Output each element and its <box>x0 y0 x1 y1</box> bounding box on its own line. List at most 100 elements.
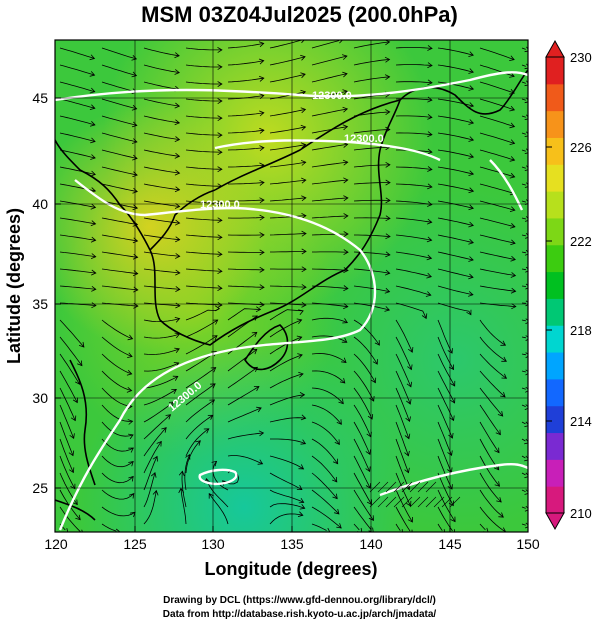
streamline-arrowhead <box>258 75 265 82</box>
streamline-arrowhead <box>214 305 221 312</box>
streamline <box>479 370 506 398</box>
streamline-arrowhead <box>175 236 181 243</box>
streamline-arrowhead <box>343 267 349 273</box>
streamline <box>101 472 134 484</box>
streamline <box>143 251 180 257</box>
streamline-arrowhead <box>178 470 185 477</box>
streamline-arrowhead <box>468 187 475 194</box>
streamline <box>395 132 432 136</box>
streamline <box>521 506 526 509</box>
streamline <box>479 336 507 362</box>
streamline-arrowhead <box>525 335 528 342</box>
streamline <box>101 268 138 275</box>
streamline-arrowhead <box>63 528 69 532</box>
streamline <box>437 251 474 261</box>
streamline-arrowhead <box>299 504 306 510</box>
streamline-arrowhead <box>525 318 528 325</box>
streamline <box>521 285 527 287</box>
streamline <box>143 47 180 57</box>
streamline <box>143 166 180 174</box>
streamline-arrowhead <box>501 373 508 379</box>
streamline <box>311 489 340 515</box>
streamline-arrowhead <box>384 306 391 312</box>
streamline-arrowhead <box>81 529 83 532</box>
x-axis-label: Longitude (degrees) <box>204 559 377 579</box>
streamline <box>311 335 347 343</box>
streamline <box>521 319 526 322</box>
streamline <box>437 455 453 490</box>
streamline-arrowhead <box>217 268 223 275</box>
streamline <box>185 308 220 321</box>
streamline <box>395 489 413 523</box>
streamline <box>479 404 501 435</box>
colorbar-segment <box>546 244 564 273</box>
streamline-arrowhead <box>259 266 265 273</box>
streamline-arrowhead <box>298 497 305 504</box>
colorbar-segment <box>546 459 564 487</box>
streamline-arrowhead <box>89 121 96 127</box>
streamline-arrowhead <box>385 197 391 204</box>
streamline <box>437 319 453 354</box>
streamline <box>59 81 95 93</box>
streamline-arrowhead <box>174 203 181 209</box>
streamline-arrowhead <box>259 145 265 152</box>
streamline <box>521 455 526 459</box>
streamline-arrowhead <box>427 62 433 69</box>
streamline <box>228 164 264 168</box>
streamline <box>353 199 391 202</box>
streamline <box>479 455 500 487</box>
streamline-arrowhead <box>411 529 413 532</box>
streamline-arrowhead <box>500 391 506 398</box>
streamline-arrowhead <box>75 514 81 521</box>
streamline <box>101 319 133 340</box>
colorbar-segment <box>546 191 564 219</box>
streamline-arrowhead <box>132 154 138 161</box>
streamline-arrowhead <box>440 529 445 532</box>
streamline <box>395 47 433 49</box>
streamline-arrowhead <box>301 301 307 308</box>
chart-title: MSM 03Z04Jul2025 (200.0hPa) <box>141 2 458 27</box>
streamline <box>185 335 218 355</box>
streamline <box>269 455 304 470</box>
credit-drawing: Drawing by DCL (https://www.gfd-dennou.o… <box>163 595 436 606</box>
streamline-arrowhead <box>253 386 260 392</box>
streamline <box>521 404 526 407</box>
streamline-arrowhead <box>152 489 159 496</box>
streamline <box>101 234 138 242</box>
streamline <box>353 285 390 293</box>
streamline <box>101 370 132 391</box>
streamline <box>395 285 431 296</box>
streamline <box>353 489 374 521</box>
streamline <box>521 47 526 50</box>
streamline <box>185 81 222 85</box>
streamline-arrowhead <box>91 285 97 292</box>
streamline-arrowhead <box>468 204 474 211</box>
streamline-arrowhead <box>332 476 338 483</box>
streamline-arrowhead <box>341 337 348 343</box>
streamline <box>101 166 138 176</box>
streamline <box>395 319 413 353</box>
streamline <box>59 149 96 159</box>
streamline <box>521 472 526 476</box>
streamline <box>269 233 307 236</box>
credit-data: Data from http://database.rish.kyoto-u.a… <box>162 609 437 620</box>
streamline <box>227 147 264 151</box>
streamline <box>521 149 526 152</box>
streamline <box>101 421 134 437</box>
streamline-arrowhead <box>217 234 223 241</box>
colorbar-segment <box>546 217 564 246</box>
streamline <box>311 370 346 384</box>
colorbar-segment <box>546 110 564 138</box>
streamline-arrowhead <box>334 508 340 515</box>
streamline-arrowhead <box>509 156 516 162</box>
streamline <box>353 387 373 420</box>
x-tick-label: 150 <box>516 536 540 552</box>
streamline <box>269 179 306 185</box>
streamline-arrowhead <box>468 68 474 74</box>
streamline <box>353 455 371 489</box>
streamline <box>269 394 305 406</box>
streamline <box>59 370 78 403</box>
streamline <box>479 81 515 94</box>
streamline-arrowhead <box>150 472 157 478</box>
streamline <box>59 336 83 366</box>
